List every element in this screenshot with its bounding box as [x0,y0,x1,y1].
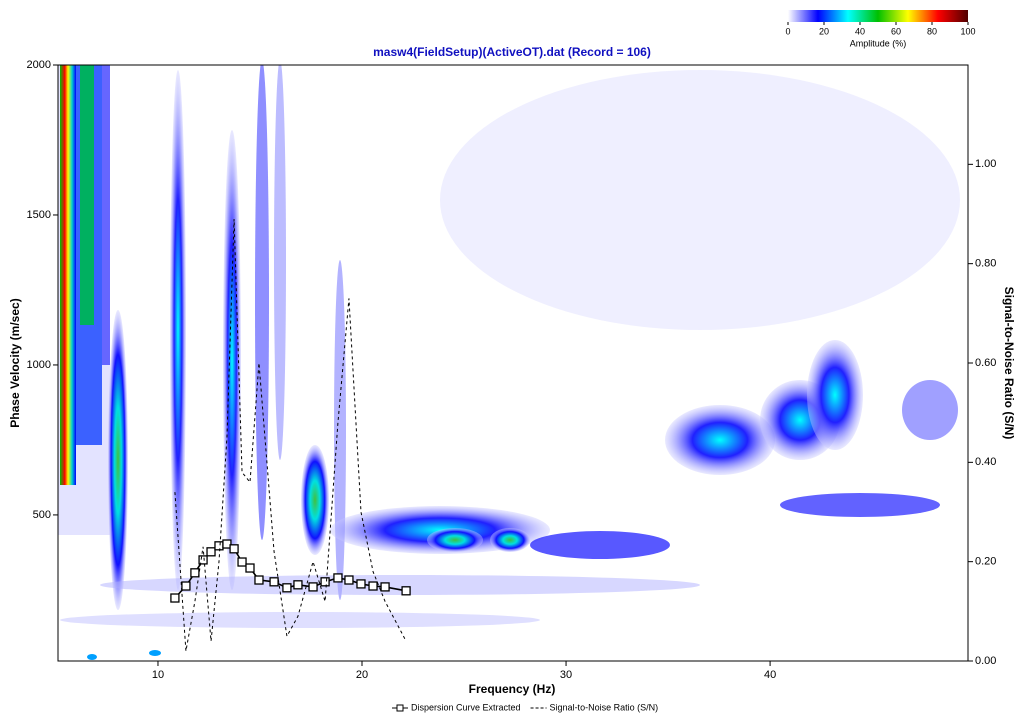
data-point [333,573,343,583]
y-tick-label: 1000 [27,359,51,371]
data-point [245,563,255,573]
data-point [190,568,200,578]
data-point [380,582,390,592]
data-point [170,593,180,603]
legend: Dispersion Curve Extracted Signal-to-Nois… [392,702,658,712]
data-point [254,575,264,585]
x-tick-label: 10 [152,669,164,681]
data-point [401,586,411,596]
data-point [282,583,292,593]
data-point [344,575,354,585]
legend-label: Signal-to-Noise Ratio (S/N) [550,702,659,712]
data-point [293,580,303,590]
series-line [174,218,407,652]
y2-tick-label: 0.40 [975,456,996,468]
y2-tick-label: 0.20 [975,556,996,568]
heatmap [58,65,960,660]
chart-title: masw4(FieldSetup)(ActiveOT).dat (Record … [373,45,651,59]
colorbar-tick-label: 0 [785,26,790,36]
y2-tick-label: 0.80 [975,258,996,270]
y2-tick-label: 1.00 [975,158,996,170]
y2-tick-label: 0.00 [975,655,996,667]
y-tick-label: 1500 [27,209,51,221]
x-axis-label: Frequency (Hz) [469,682,556,696]
x-tick-label: 40 [764,669,776,681]
colorbar-tick-label: 80 [927,26,937,36]
data-point [269,577,279,587]
data-point [181,581,191,591]
colorbar-tick-label: 40 [855,26,865,36]
data-point [206,547,216,557]
y-tick-label: 500 [33,509,51,521]
colorbar-tick-label: 100 [960,26,975,36]
legend-label: Dispersion Curve Extracted [411,702,521,712]
y2-tick-label: 0.60 [975,357,996,369]
legend-marker [396,704,404,712]
colorbar-tick-label: 60 [891,26,901,36]
y-axis-label: Phase Velocity (m/sec) [8,298,22,427]
data-point [222,539,232,549]
colorbar [788,10,968,22]
data-point [237,557,247,567]
data-point [368,581,378,591]
data-point [198,555,208,565]
data-point [320,577,330,587]
data-point [229,544,239,554]
colorbar-label: Amplitude (%) [850,38,907,48]
data-point [356,579,366,589]
data-point [308,582,318,592]
x-tick-label: 20 [356,669,368,681]
data-point [214,541,224,551]
y-tick-label: 2000 [27,59,51,71]
colorbar-tick-label: 20 [819,26,829,36]
y2-axis-label: Signal-to-Noise Ratio (S/N) [1002,287,1016,440]
x-tick-label: 30 [560,669,572,681]
